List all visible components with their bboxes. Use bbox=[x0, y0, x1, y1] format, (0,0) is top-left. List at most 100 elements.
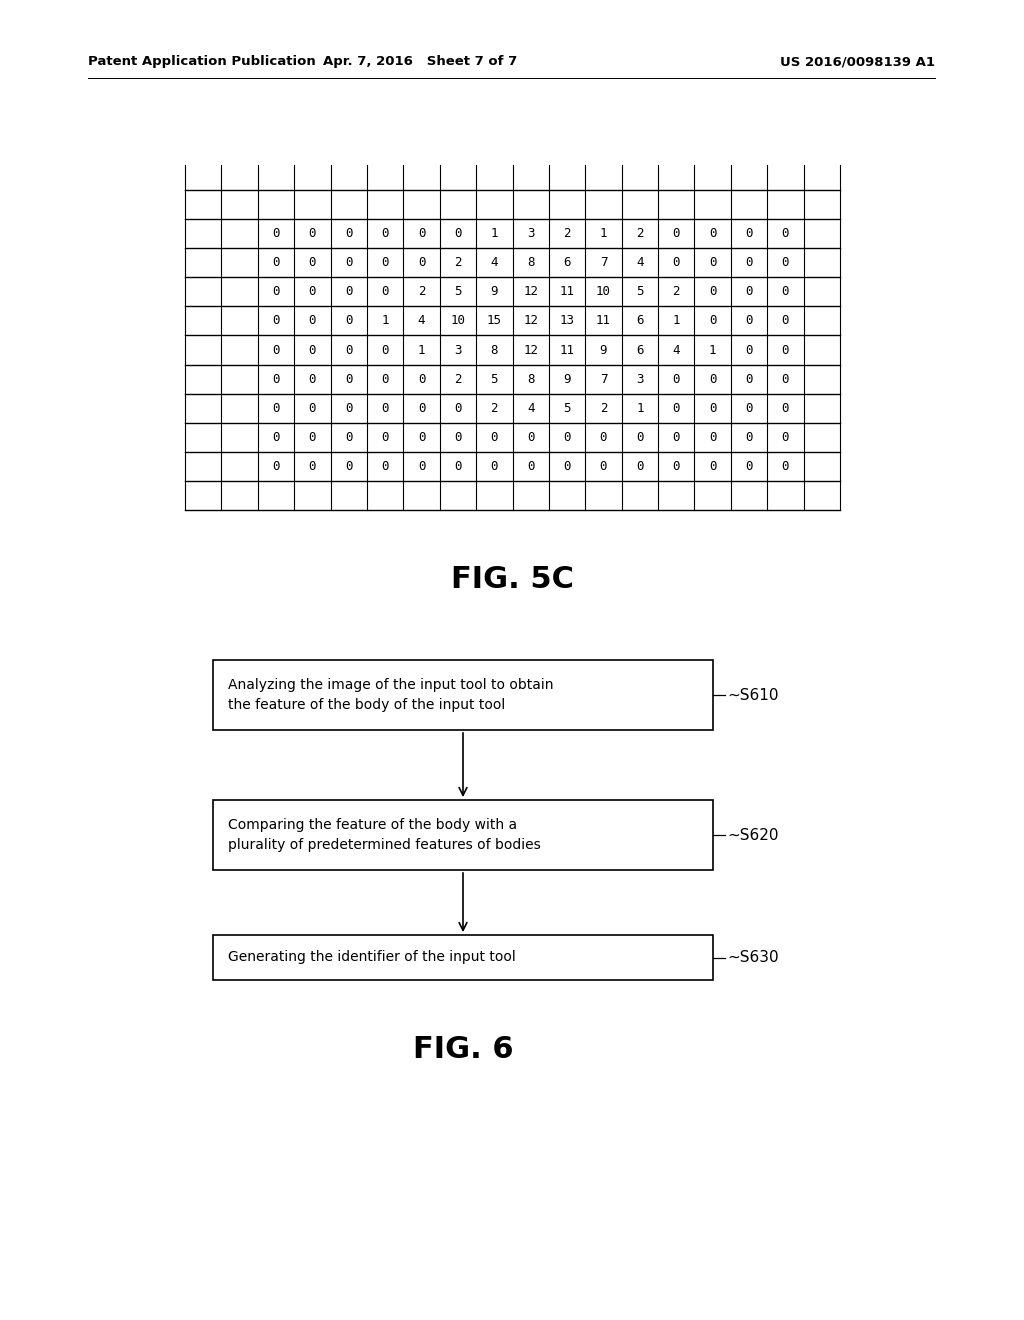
Text: 0: 0 bbox=[709, 256, 717, 269]
Text: 0: 0 bbox=[381, 459, 389, 473]
Text: 0: 0 bbox=[418, 227, 425, 240]
Text: 15: 15 bbox=[486, 314, 502, 327]
Text: 0: 0 bbox=[345, 256, 352, 269]
Text: 2: 2 bbox=[490, 401, 498, 414]
Text: 0: 0 bbox=[345, 459, 352, 473]
Text: 0: 0 bbox=[308, 372, 316, 385]
Bar bbox=[213, 800, 713, 870]
Text: 1: 1 bbox=[600, 227, 607, 240]
Text: 0: 0 bbox=[673, 372, 680, 385]
Text: 0: 0 bbox=[381, 256, 389, 269]
Text: 0: 0 bbox=[745, 372, 753, 385]
Text: 0: 0 bbox=[636, 459, 644, 473]
Text: 13: 13 bbox=[559, 314, 574, 327]
Text: 1: 1 bbox=[381, 314, 389, 327]
Text: 3: 3 bbox=[527, 227, 535, 240]
Text: 2: 2 bbox=[636, 227, 644, 240]
Text: 0: 0 bbox=[527, 459, 535, 473]
Text: 0: 0 bbox=[272, 459, 280, 473]
Text: 0: 0 bbox=[381, 430, 389, 444]
Text: Patent Application Publication: Patent Application Publication bbox=[88, 55, 315, 69]
Text: 5: 5 bbox=[455, 285, 462, 298]
Text: US 2016/0098139 A1: US 2016/0098139 A1 bbox=[780, 55, 935, 69]
Text: 1: 1 bbox=[490, 227, 498, 240]
Text: 0: 0 bbox=[781, 401, 790, 414]
Text: 0: 0 bbox=[308, 430, 316, 444]
Text: 10: 10 bbox=[451, 314, 466, 327]
Text: 0: 0 bbox=[600, 430, 607, 444]
Text: 0: 0 bbox=[745, 256, 753, 269]
Text: 0: 0 bbox=[563, 459, 570, 473]
Text: 0: 0 bbox=[709, 372, 717, 385]
Text: 0: 0 bbox=[527, 430, 535, 444]
Text: 4: 4 bbox=[673, 343, 680, 356]
Text: 0: 0 bbox=[781, 343, 790, 356]
Text: 0: 0 bbox=[673, 401, 680, 414]
Text: 0: 0 bbox=[418, 256, 425, 269]
Text: Analyzing the image of the input tool to obtain
the feature of the body of the i: Analyzing the image of the input tool to… bbox=[228, 678, 554, 711]
Text: 0: 0 bbox=[745, 314, 753, 327]
Text: 0: 0 bbox=[455, 430, 462, 444]
Text: ~S610: ~S610 bbox=[727, 688, 778, 702]
Text: 4: 4 bbox=[418, 314, 425, 327]
Text: 0: 0 bbox=[345, 343, 352, 356]
Text: Apr. 7, 2016   Sheet 7 of 7: Apr. 7, 2016 Sheet 7 of 7 bbox=[323, 55, 517, 69]
Text: 9: 9 bbox=[600, 343, 607, 356]
Text: 0: 0 bbox=[308, 285, 316, 298]
Text: 0: 0 bbox=[345, 430, 352, 444]
Text: 0: 0 bbox=[490, 430, 498, 444]
Text: 0: 0 bbox=[308, 256, 316, 269]
Text: 1: 1 bbox=[636, 401, 644, 414]
Text: 9: 9 bbox=[490, 285, 498, 298]
Text: 6: 6 bbox=[563, 256, 570, 269]
Text: 2: 2 bbox=[418, 285, 425, 298]
Text: 0: 0 bbox=[272, 343, 280, 356]
Text: 0: 0 bbox=[345, 227, 352, 240]
Text: 10: 10 bbox=[596, 285, 611, 298]
Text: 0: 0 bbox=[345, 314, 352, 327]
Text: 0: 0 bbox=[381, 372, 389, 385]
Text: 7: 7 bbox=[600, 256, 607, 269]
Text: 3: 3 bbox=[636, 372, 644, 385]
Text: 0: 0 bbox=[636, 430, 644, 444]
Text: 2: 2 bbox=[455, 256, 462, 269]
Text: 8: 8 bbox=[527, 372, 535, 385]
Text: 0: 0 bbox=[272, 256, 280, 269]
Text: FIG. 5C: FIG. 5C bbox=[451, 565, 574, 594]
Text: 0: 0 bbox=[418, 459, 425, 473]
Text: 0: 0 bbox=[709, 459, 717, 473]
Text: 8: 8 bbox=[527, 256, 535, 269]
Text: 0: 0 bbox=[308, 227, 316, 240]
Text: 0: 0 bbox=[272, 285, 280, 298]
Text: 4: 4 bbox=[636, 256, 644, 269]
Text: 6: 6 bbox=[636, 343, 644, 356]
Text: 12: 12 bbox=[523, 314, 539, 327]
Text: 0: 0 bbox=[272, 430, 280, 444]
Text: 0: 0 bbox=[563, 430, 570, 444]
Text: 0: 0 bbox=[381, 401, 389, 414]
Text: 11: 11 bbox=[596, 314, 611, 327]
Text: 5: 5 bbox=[563, 401, 570, 414]
Text: 0: 0 bbox=[781, 430, 790, 444]
Text: 0: 0 bbox=[673, 430, 680, 444]
Text: 0: 0 bbox=[673, 459, 680, 473]
Bar bbox=[213, 935, 713, 979]
Text: 0: 0 bbox=[745, 227, 753, 240]
Text: 0: 0 bbox=[709, 285, 717, 298]
Text: 0: 0 bbox=[308, 401, 316, 414]
Text: 0: 0 bbox=[308, 459, 316, 473]
Text: 1: 1 bbox=[709, 343, 717, 356]
Text: 4: 4 bbox=[490, 256, 498, 269]
Text: 0: 0 bbox=[709, 401, 717, 414]
Text: 0: 0 bbox=[272, 227, 280, 240]
Text: 4: 4 bbox=[527, 401, 535, 414]
Text: Generating the identifier of the input tool: Generating the identifier of the input t… bbox=[228, 950, 516, 965]
Text: 0: 0 bbox=[308, 343, 316, 356]
Text: 0: 0 bbox=[381, 343, 389, 356]
Text: 1: 1 bbox=[418, 343, 425, 356]
Text: 0: 0 bbox=[781, 314, 790, 327]
Text: 11: 11 bbox=[559, 343, 574, 356]
Text: 0: 0 bbox=[781, 459, 790, 473]
Text: ~S630: ~S630 bbox=[727, 950, 778, 965]
Text: 12: 12 bbox=[523, 343, 539, 356]
